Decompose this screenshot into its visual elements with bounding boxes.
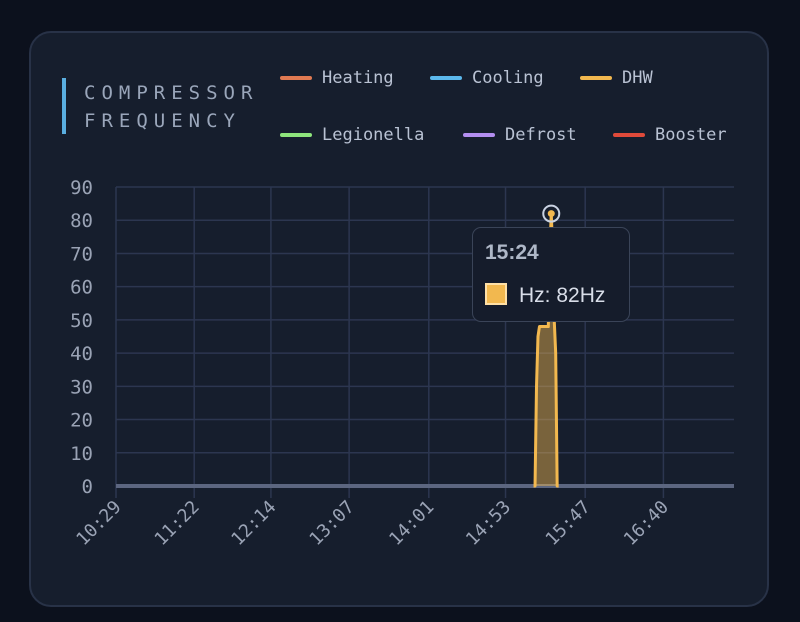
legend-swatch xyxy=(463,133,495,137)
y-tick-label: 70 xyxy=(70,243,93,265)
y-tick-label: 20 xyxy=(70,410,93,432)
y-tick-label: 0 xyxy=(82,476,93,498)
chart-card xyxy=(29,31,769,607)
legend-label: DHW xyxy=(622,68,653,88)
chart-title-line-1: COMPRESSOR xyxy=(84,82,259,104)
legend-item-dhw[interactable]: DHW xyxy=(580,68,653,88)
legend-swatch xyxy=(430,76,462,80)
y-tick-label: 10 xyxy=(70,443,93,465)
x-tick-label: 13:07 xyxy=(305,497,358,550)
x-tick-label: 14:53 xyxy=(462,497,515,550)
legend-swatch xyxy=(580,76,612,80)
legend-item-cooling[interactable]: Cooling xyxy=(430,68,544,88)
legend-item-booster[interactable]: Booster xyxy=(613,125,727,145)
y-tick-label: 30 xyxy=(70,376,93,398)
highlight-point xyxy=(547,210,555,218)
legend-swatch xyxy=(280,76,312,80)
legend-label: Legionella xyxy=(322,125,425,145)
legend-label: Defrost xyxy=(505,125,577,145)
highlight-point-ring xyxy=(542,204,561,223)
legend-label: Heating xyxy=(322,68,394,88)
legend-swatch xyxy=(280,133,312,137)
legend-item-legionella[interactable]: Legionella xyxy=(280,125,424,145)
legend-item-heating[interactable]: Heating xyxy=(280,68,394,88)
x-tick-label: 12:14 xyxy=(227,497,280,550)
legend-item-defrost[interactable]: Defrost xyxy=(463,125,577,145)
y-tick-label: 90 xyxy=(70,177,93,199)
chart-title-line-2: FREQUENCY xyxy=(84,110,241,132)
y-tick-label: 80 xyxy=(70,210,93,232)
chart-tooltip: 15:24 Hz: 82Hz xyxy=(472,227,630,322)
x-tick-label: 11:22 xyxy=(151,497,204,550)
legend-swatch xyxy=(613,133,645,137)
y-tick-label: 40 xyxy=(70,343,93,365)
x-tick-label: 10:29 xyxy=(72,497,125,550)
legend-label: Booster xyxy=(655,125,727,145)
legend-label: Cooling xyxy=(472,68,544,88)
x-tick-label: 15:47 xyxy=(542,497,595,550)
x-tick-label: 14:01 xyxy=(385,497,438,550)
tooltip-time: 15:24 xyxy=(485,241,539,264)
tooltip-value: Hz: 82Hz xyxy=(519,284,606,307)
tooltip-color-swatch xyxy=(485,283,507,305)
y-tick-label: 60 xyxy=(70,277,93,299)
y-tick-label: 50 xyxy=(70,310,93,332)
x-tick-label: 16:40 xyxy=(620,497,673,550)
title-accent-bar xyxy=(62,78,66,134)
